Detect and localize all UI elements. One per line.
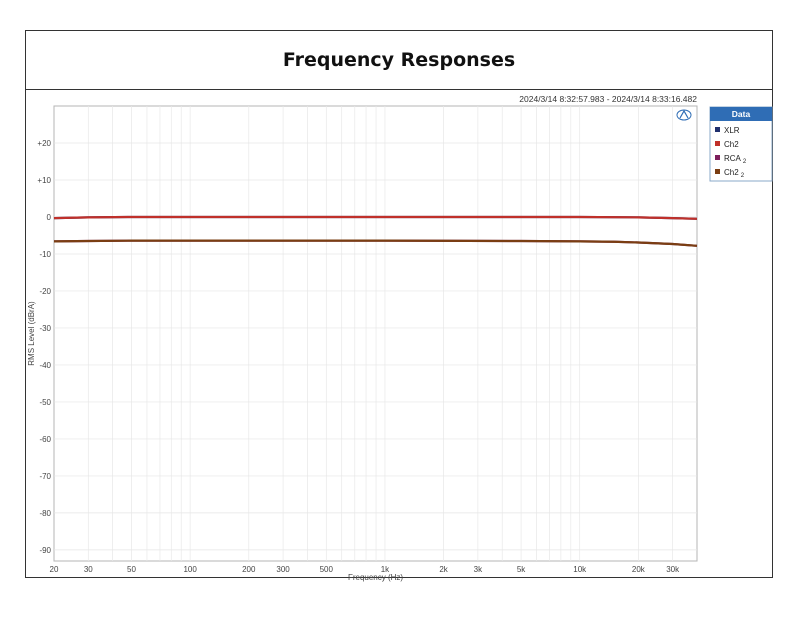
y-tick-label: +10 [37,176,51,185]
legend-title: Data [732,109,751,119]
y-tick-label: -20 [39,287,51,296]
series-line [53,215,698,220]
series-lines [53,215,698,247]
page-title: Frequency Responses [282,49,516,71]
legend: Data XLR Ch2 RCA 2 Ch2 2 [709,106,773,182]
y-tick-label: -60 [39,435,51,444]
x-axis-ticks: 20 30 50 100 200 300 500 1k 2k 3k 5k 10k 20k 30k [50,565,681,574]
x-tick-label: 1k [381,565,390,574]
x-tick-label: 100 [183,565,197,574]
y-tick-label: +20 [37,139,51,148]
legend-entry[interactable]: Ch2 [724,140,739,149]
y-tick-label: -70 [39,472,51,481]
legend-swatch [715,155,720,160]
plot-area [53,105,698,562]
y-tick-label: 0 [47,213,52,222]
x-axis-label: Frequency (Hz) [348,573,403,582]
x-tick-label: 20 [50,565,59,574]
timestamp-readout: 2024/3/14 8:32:57.983 - 2024/3/14 8:33:1… [519,94,697,104]
x-tick-label: 30k [666,565,680,574]
x-tick-label: 2k [439,565,448,574]
x-tick-label: 5k [517,565,526,574]
legend-swatch [715,141,720,146]
legend-swatch [715,169,720,174]
series-line [53,239,698,247]
x-tick-label: 10k [573,565,587,574]
x-tick-label: 50 [127,565,136,574]
y-axis-label: RMS Level (dBrA) [27,301,36,366]
x-tick-label: 30 [84,565,93,574]
legend-header [710,107,772,121]
y-tick-label: -30 [39,324,51,333]
y-tick-label: -90 [39,546,51,555]
x-tick-label: 200 [242,565,256,574]
legend-entry[interactable]: XLR [724,126,740,135]
y-axis-ticks: +20 +10 0 -10 -20 -30 -40 -50 -60 -70 -80 -90 [37,139,51,555]
y-tick-label: -10 [39,250,51,259]
y-tick-label: -40 [39,361,51,370]
grid-lines [54,106,697,561]
ap-logo-mark [679,109,689,119]
plot-background [53,105,698,562]
legend-swatch [715,127,720,132]
x-tick-label: 300 [276,565,290,574]
ap-logo-icon[interactable] [676,109,692,121]
x-tick-label: 20k [632,565,646,574]
y-tick-label: -80 [39,509,51,518]
y-tick-label: -50 [39,398,51,407]
legend-entry[interactable]: RCA 2 [724,154,747,165]
legend-entry[interactable]: Ch2 2 [724,168,745,179]
x-tick-label: 500 [320,565,334,574]
x-tick-label: 3k [474,565,483,574]
title-bar: Frequency Responses [26,31,772,90]
